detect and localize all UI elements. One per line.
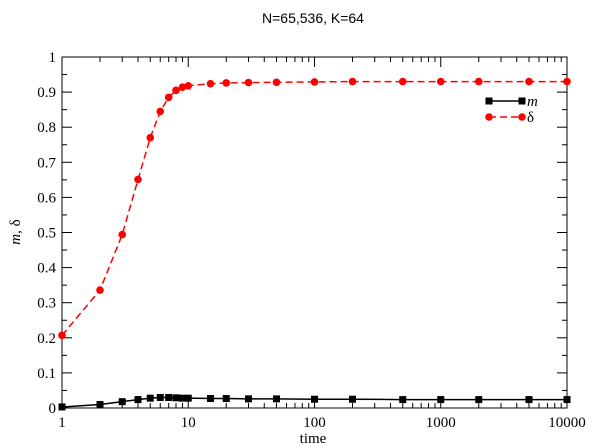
series-point-m (525, 396, 533, 404)
legend: mδ (485, 94, 538, 126)
y-tick-label: 1 (49, 50, 57, 66)
series-point-δ (474, 77, 483, 86)
series-point-m (485, 97, 493, 105)
series-point-δ (348, 77, 357, 86)
series-point-m (437, 396, 445, 404)
x-axis: 1 10 100 1000 10000 (58, 57, 586, 431)
series-point-δ (206, 79, 215, 88)
series-point-m (222, 395, 230, 403)
y-tick-label: 0.5 (37, 226, 56, 242)
series-point-δ (146, 133, 155, 142)
series-point-δ (222, 79, 231, 87)
series-point-m (399, 396, 407, 404)
y-tick-label: 0.2 (37, 331, 56, 347)
y-tick-label: 0.9 (37, 85, 56, 101)
y-tick-label: 0 (49, 401, 57, 417)
series-point-m (96, 400, 104, 408)
y-tick-label: 0.7 (37, 155, 56, 171)
series-m (58, 393, 571, 411)
series-point-m (165, 393, 173, 401)
x-tick-label: 10 (181, 415, 196, 431)
series-point-m (134, 396, 142, 404)
series-point-δ (436, 77, 445, 86)
series-point-m (172, 394, 180, 402)
series-point-m (184, 394, 192, 402)
y-axis-label: m, δ (8, 219, 24, 244)
series-layer (58, 77, 571, 411)
series-point-m (244, 395, 252, 403)
series-point-m (349, 395, 357, 403)
series-point-δ (184, 81, 193, 90)
series-point-δ (156, 107, 165, 116)
series-point-δ (398, 77, 407, 86)
series-point-m (146, 394, 154, 402)
series-point-δ (118, 230, 127, 239)
series-point-m (206, 395, 214, 403)
legend-label-m: m (527, 94, 538, 110)
series-point-m (58, 403, 66, 411)
series-point-m (563, 396, 571, 404)
x-tick-label: 1000 (426, 415, 456, 431)
series-point-δ (244, 78, 253, 87)
series-point-m (311, 395, 318, 403)
legend-label-δ: δ (527, 110, 534, 126)
series-point-m (178, 394, 186, 402)
series-point-m (518, 97, 526, 105)
series-point-δ (310, 78, 319, 86)
series-point-m (118, 398, 126, 406)
y-tick-label: 0.8 (37, 120, 56, 136)
series-point-δ (96, 286, 104, 294)
series-point-δ (164, 93, 173, 102)
x-axis-label: time (300, 431, 327, 446)
x-tick-label: 1 (58, 415, 66, 431)
series-δ (58, 77, 571, 340)
series-point-δ (518, 113, 526, 121)
y-tick-label: 0.6 (37, 190, 56, 206)
plot-frame (61, 56, 568, 409)
series-point-δ (58, 331, 66, 340)
series-point-m (156, 393, 164, 401)
y-tick-label: 0.4 (37, 261, 56, 277)
y-axis: 0 0.1 0.2 0.3 0.4 0.5 0.6 0.7 0.8 0.9 1 (37, 50, 567, 417)
chart-title: N=65,536, K=64 (262, 10, 364, 26)
series-point-δ (563, 77, 571, 86)
series-point-δ (134, 175, 142, 184)
series-point-δ (178, 83, 187, 91)
series-point-m (272, 395, 280, 403)
series-point-m (475, 396, 483, 404)
series-point-δ (485, 113, 493, 121)
series-point-δ (272, 78, 281, 87)
series-point-δ (172, 86, 180, 95)
y-tick-label: 0.1 (37, 366, 56, 382)
y-tick-label: 0.3 (37, 296, 56, 312)
x-tick-label: 10000 (548, 415, 586, 431)
x-tick-label: 100 (303, 415, 326, 431)
series-point-δ (525, 77, 533, 86)
